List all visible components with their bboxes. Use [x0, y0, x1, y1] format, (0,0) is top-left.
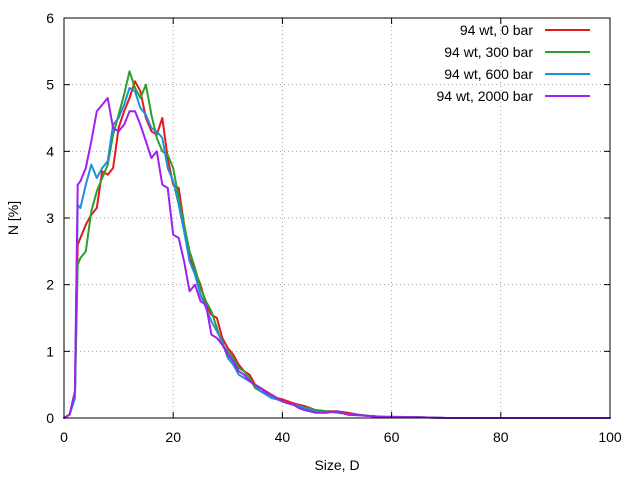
x-tick-label: 40	[275, 429, 291, 445]
legend-label-4: 94 wt, 2000 bar	[436, 88, 533, 104]
y-tick-label: 6	[46, 10, 54, 26]
y-tick-label: 3	[46, 210, 54, 226]
legend-label-2: 94 wt, 300 bar	[444, 44, 533, 60]
series-layer	[63, 70, 611, 419]
x-tick-label: 60	[384, 429, 400, 445]
y-tick-label: 0	[46, 410, 54, 426]
legend: 94 wt, 0 bar 94 wt, 300 bar 94 wt, 600 bar…	[436, 22, 590, 104]
y-tick-label: 1	[46, 343, 54, 359]
series-line-3	[63, 87, 611, 419]
y-tick-label: 2	[46, 277, 54, 293]
x-tick-label: 80	[493, 429, 509, 445]
x-axis-label: Size, D	[314, 457, 359, 473]
series-line-2	[63, 70, 611, 419]
y-tick-label: 5	[46, 77, 54, 93]
legend-label-3: 94 wt, 600 bar	[444, 66, 533, 82]
series-line-1	[63, 80, 611, 419]
legend-label-1: 94 wt, 0 bar	[460, 22, 533, 38]
y-tick-label: 4	[46, 143, 54, 159]
x-tick-label: 20	[165, 429, 181, 445]
x-tick-label: 0	[60, 429, 68, 445]
grid-layer	[64, 18, 610, 418]
x-tick-label: 100	[598, 429, 622, 445]
series-line-4	[63, 97, 611, 419]
y-axis-label: N [%]	[5, 201, 21, 235]
